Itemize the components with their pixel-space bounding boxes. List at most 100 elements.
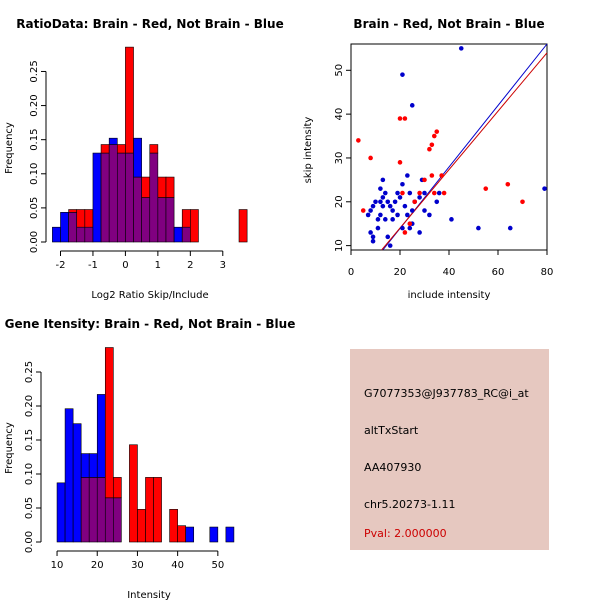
ratio-x-tick-label: 0 (122, 260, 128, 271)
scatter-point-blue (368, 208, 373, 213)
location: chr5.20273-1.11 (364, 498, 456, 511)
scatter-point-red (427, 146, 432, 152)
gene-blue-bar (72, 423, 82, 543)
scatter-x-tick-label: 40 (443, 267, 456, 278)
scatter-point-red (441, 190, 447, 196)
scatter-points (356, 46, 547, 248)
intensity-scatter: Brain - Red, Not Brain - Blue 0 20 40 60 80 1… (303, 17, 553, 301)
scatter-point-blue (375, 217, 381, 222)
ratio-red-bar (181, 209, 191, 228)
ratio-overlap-bar (181, 226, 191, 243)
scatter-point-blue (378, 212, 383, 218)
scatter-y-tick-label: 50 (334, 64, 345, 77)
scatter-point-red (400, 190, 405, 196)
gene-y-tick-label: 0.10 (24, 463, 35, 485)
scatter-point-blue (387, 243, 393, 248)
scatter-point-red (397, 116, 403, 121)
scatter-point-blue (380, 203, 386, 209)
scatter-point-blue (400, 225, 405, 231)
info-panel-background (350, 349, 549, 550)
gene-red-bar (169, 509, 178, 543)
scatter-point-blue (395, 212, 400, 218)
scatter-point-blue (385, 199, 391, 205)
scatter-point-blue (383, 190, 388, 196)
ratio-bars (52, 46, 248, 243)
scatter-point-blue (378, 186, 383, 191)
scatter-axes: 0 20 40 60 80 10 20 30 40 50 (334, 64, 553, 278)
ratio-y-tick-label: 0.15 (29, 129, 40, 151)
ratio-overlap-bar (133, 176, 142, 243)
ratio-y-tick-label: 0.25 (29, 60, 40, 82)
scatter-point-blue (385, 234, 391, 240)
scatter-point-blue (390, 208, 395, 213)
gene-red-bar (177, 525, 186, 543)
scatter-point-red (505, 181, 511, 187)
gene-y-tick-label: 0.15 (24, 429, 35, 451)
scatter-point-red (412, 199, 418, 205)
gene-title: Gene Itensity: Brain - Red, Not Brain - … (5, 317, 296, 331)
scatter-point-blue (392, 199, 398, 205)
ratio-y-tick-label: 0.05 (29, 197, 40, 219)
gene-overlap-bar (104, 497, 114, 543)
ratio-red-bar (190, 209, 199, 243)
ratio-blue-bar (133, 137, 142, 178)
scatter-point-blue (378, 199, 383, 205)
scatter-point-blue (434, 199, 440, 205)
gene-red-bar (129, 444, 138, 543)
scatter-point-red (360, 208, 366, 213)
gene-red-bar (153, 477, 162, 543)
scatter-point-blue (365, 212, 371, 218)
gene-red-bar (137, 509, 146, 543)
ratio-y-tick-label: 0.00 (29, 231, 40, 253)
gene-ylabel: Frequency (4, 422, 15, 474)
scatter-point-red (368, 155, 373, 161)
ratio-red-bar (149, 144, 159, 154)
scatter-y-tick-label: 10 (334, 239, 345, 252)
scatter-point-blue (542, 186, 547, 191)
scatter-point-blue (422, 190, 427, 196)
ratio-ylabel: Frequency (4, 122, 15, 174)
scatter-point-blue (390, 217, 395, 222)
scatter-point-red (434, 129, 440, 134)
gene-overlap-bar (88, 477, 98, 543)
gene-red-bar (113, 477, 122, 499)
ratio-red-bar (165, 176, 175, 198)
probe-id: G7077353@J937783_RC@i_at (364, 387, 529, 400)
gene-red-bar (104, 347, 114, 499)
ratio-overlap-bar (84, 226, 94, 243)
scatter-point-blue (409, 208, 415, 213)
scatter-point-blue (370, 238, 376, 244)
ratio-red-bar (238, 209, 248, 243)
gene-x-tick-label: 10 (51, 560, 64, 571)
scatter-point-red (402, 230, 408, 235)
ratio-y-tick-label: 0.10 (29, 163, 40, 185)
gene-y-tick-label: 0.25 (24, 361, 35, 383)
ratio-overlap-bar (165, 197, 175, 243)
gene-bars (56, 347, 235, 543)
scatter-point-blue (458, 46, 464, 51)
gene-y-tick-label: 0.20 (24, 395, 35, 417)
gene-x-tick-label: 50 (211, 560, 224, 571)
gene-y-tick-label: 0.05 (24, 497, 35, 519)
gene-blue-bar (96, 394, 106, 478)
scatter-point-red (417, 190, 422, 196)
accession: AA407930 (364, 461, 421, 474)
scatter-point-blue (387, 203, 393, 209)
gene-blue-bar (88, 453, 98, 478)
scatter-point-blue (409, 103, 415, 108)
gene-x-tick-label: 20 (91, 560, 104, 571)
scatter-point-red (429, 173, 435, 178)
scatter-point-red (356, 138, 361, 143)
scatter-point-red (422, 177, 427, 183)
scatter-point-blue (373, 199, 378, 205)
gene-blue-bar (225, 526, 235, 543)
scatter-point-blue (397, 195, 403, 200)
scatter-point-blue (400, 72, 405, 77)
ratio-overlap-bar (125, 152, 134, 243)
scatter-point-blue (407, 190, 413, 196)
gene-x-tick-label: 40 (171, 560, 184, 571)
ratio-overlap-bar (149, 152, 159, 243)
scatter-point-blue (395, 190, 400, 196)
scatter-point-blue (407, 225, 413, 231)
